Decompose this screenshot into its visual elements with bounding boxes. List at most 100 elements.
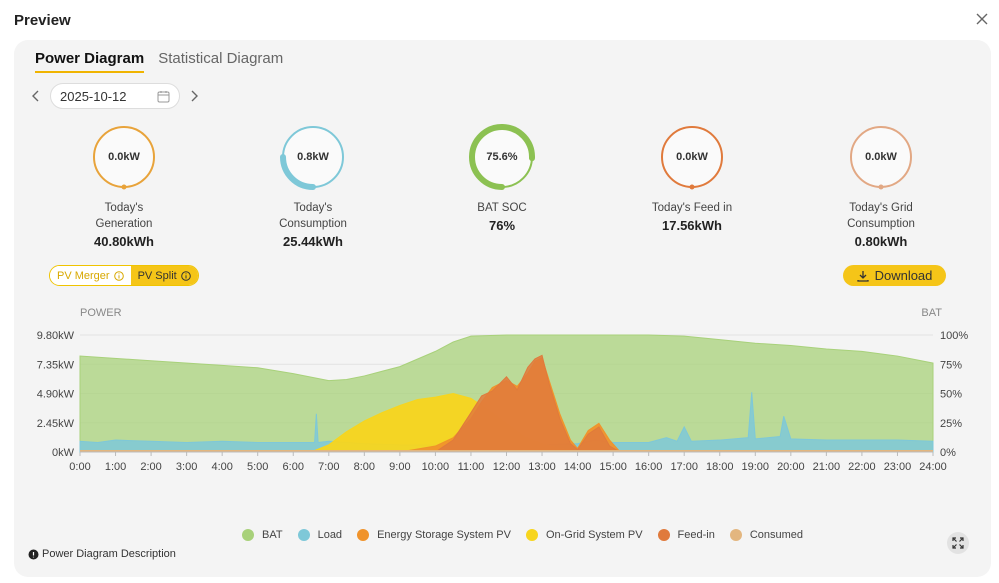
x-tick-label: 6:00 [283, 461, 304, 473]
x-tick-label: 1:00 [105, 461, 126, 473]
gauge-marker [878, 184, 884, 190]
y-tick-label: 9.80kW [37, 330, 75, 342]
gauge-amount: 17.56kWh [662, 218, 722, 233]
fullscreen-button[interactable] [947, 532, 969, 554]
previous-day-button[interactable] [28, 88, 44, 104]
download-icon [856, 270, 869, 282]
gauge-progress-arc [280, 154, 316, 190]
x-tick-label: 3:00 [176, 461, 197, 473]
legend-label: Load [317, 529, 343, 541]
x-tick-label: 10:00 [422, 461, 450, 473]
y2-tick-label: 25% [940, 418, 962, 430]
x-tick-label: 13:00 [528, 461, 556, 473]
gauge-label: Today's Consumption [279, 202, 347, 230]
legend-swatch [242, 529, 254, 541]
legend-item[interactable]: Load [297, 529, 343, 541]
legend-label: On-Grid System PV [545, 529, 643, 541]
x-tick-label: 24:00 [919, 461, 947, 473]
pv-mode-toggle: PV Merger PV Split [49, 265, 199, 286]
x-tick-label: 21:00 [813, 461, 841, 473]
x-tick-label: 23:00 [884, 461, 912, 473]
gauge-ring: 0.0kW [91, 124, 157, 190]
next-day-button[interactable] [186, 88, 202, 104]
power-chart: POWER BAT 9.80kW 7.35kW 4.90kW 2.45kW 0kW 100% 7… [37, 307, 969, 473]
legend-label: Consumed [749, 529, 804, 541]
gauge-progress-arc [469, 124, 535, 190]
date-selector: 2025-10-12 [28, 83, 202, 109]
summary-gauges: 0.0kW Today's Generation 40.80kWh 0.8kW T… [14, 124, 991, 254]
gauge-amount: 76% [488, 218, 516, 233]
x-tick-label: 19:00 [742, 461, 770, 473]
y-tick-label: 7.35kW [37, 359, 75, 371]
info-icon [180, 270, 191, 281]
legend-swatch [357, 529, 370, 541]
x-tick-label: 22:00 [848, 461, 876, 473]
x-tick-label: 17:00 [670, 461, 698, 473]
x-tick-label: 4:00 [211, 461, 232, 473]
legend-label: BAT [262, 529, 283, 541]
calendar-icon [157, 90, 170, 102]
gauge-amount: 25.44kWh [283, 234, 343, 249]
preview-panel: Power Diagram Statistical Diagram 2025-1… [14, 40, 991, 577]
gauge-value: 0.0kW [676, 151, 708, 163]
x-tick-label: 5:00 [247, 461, 268, 473]
y2-tick-label: 100% [940, 330, 968, 342]
expand-icon [952, 537, 964, 549]
x-tick-label: 7:00 [318, 461, 339, 473]
tab-power-diagram[interactable]: Power Diagram [35, 50, 145, 73]
gauge-marker [121, 184, 127, 190]
y-tick-label: 4.90kW [37, 389, 75, 401]
gauge-marker [689, 184, 695, 190]
gauge-ring: 0.8kW [280, 124, 346, 190]
pv-split-option[interactable]: PV Split [130, 266, 198, 285]
x-tick-label: 8:00 [354, 461, 375, 473]
legend-swatch [525, 529, 538, 541]
info-icon [113, 270, 124, 281]
x-tick-label: 9:00 [389, 461, 410, 473]
x-tick-label: 15:00 [599, 461, 627, 473]
date-picker[interactable]: 2025-10-12 [50, 83, 180, 109]
gauge-grid-consumption: 0.0kW Today's Grid Consumption 0.80kWh [811, 124, 951, 249]
x-tick-label: 0:00 [69, 461, 90, 473]
y2-tick-label: 0% [940, 447, 956, 459]
x-tick-label: 18:00 [706, 461, 734, 473]
gauge-bat-soc: 75.6% BAT SOC 76% [432, 124, 572, 233]
legend-item[interactable]: On-Grid System PV [525, 529, 643, 541]
gauge-label: Today's Generation [95, 202, 153, 230]
chevron-left-icon [32, 90, 39, 102]
chevron-right-icon [191, 90, 198, 102]
legend-item[interactable]: Consumed [729, 529, 804, 541]
legend-item[interactable]: Energy Storage System PV [357, 529, 511, 541]
gauge-amount: 0.80kWh [854, 234, 908, 249]
gauge-value: 0.0kW [865, 151, 897, 163]
gauge-consumption: 0.8kW Today's Consumption 25.44kWh [243, 124, 383, 249]
legend-swatch [657, 529, 670, 541]
x-tick-label: 20:00 [777, 461, 805, 473]
left-axis-title: POWER [80, 307, 122, 319]
gauge-value: 0.0kW [108, 151, 140, 163]
legend-swatch [729, 529, 742, 541]
legend-label: Feed-in [677, 529, 715, 541]
power-diagram-description-link[interactable]: Power Diagram Description [28, 548, 176, 560]
diagram-tabs: Power Diagram Statistical Diagram [35, 50, 283, 73]
y-tick-label: 0kW [52, 447, 75, 459]
close-icon[interactable] [973, 10, 991, 28]
legend-item[interactable]: BAT [242, 529, 283, 541]
y-tick-label: 2.45kW [37, 418, 75, 430]
download-button[interactable]: Download [843, 265, 946, 286]
legend-item[interactable]: Feed-in [657, 529, 715, 541]
gauge-label: Today's Feed in [651, 202, 733, 214]
legend-swatch [297, 529, 310, 541]
gauge-ring: 0.0kW [848, 124, 914, 190]
legend-label: Energy Storage System PV [377, 529, 511, 541]
y2-tick-label: 75% [940, 359, 962, 371]
series-area-feed-in [433, 354, 623, 453]
x-tick-label: 12:00 [493, 461, 521, 473]
gauge-generation: 0.0kW Today's Generation 40.80kWh [54, 124, 194, 249]
gauge-label: BAT SOC [477, 202, 527, 214]
tab-statistical-diagram[interactable]: Statistical Diagram [158, 50, 284, 67]
x-tick-label: 14:00 [564, 461, 592, 473]
gauge-feed-in: 0.0kW Today's Feed in 17.56kWh [622, 124, 762, 233]
pv-merger-option[interactable]: PV Merger [50, 266, 131, 285]
x-tick-label: 16:00 [635, 461, 663, 473]
